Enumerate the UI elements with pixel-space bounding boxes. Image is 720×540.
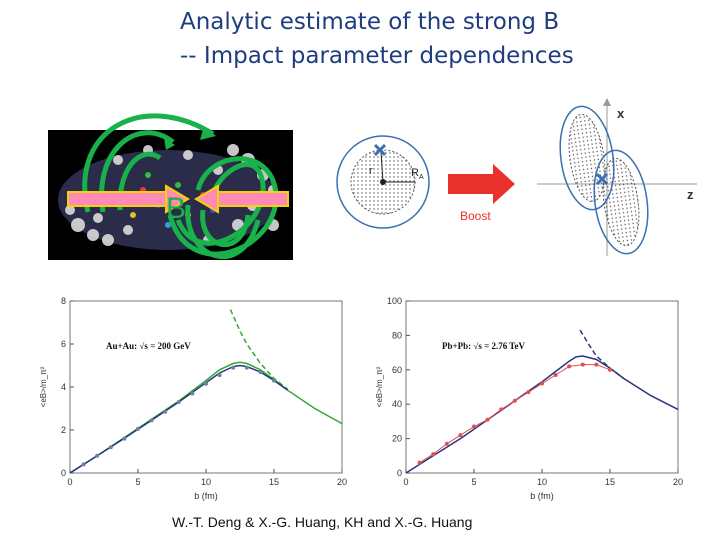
data-point <box>217 373 222 378</box>
observation-point-marker <box>373 143 387 157</box>
y-tick-label: 60 <box>392 365 402 375</box>
magnetic-field-lines <box>82 113 279 260</box>
data-point <box>258 369 263 374</box>
data-point <box>580 362 585 367</box>
y-tick-label: 20 <box>392 434 402 444</box>
x-tick-label: 15 <box>605 477 615 487</box>
data-point <box>81 462 86 467</box>
slide-title-line1: Analytic estimate of the strong B <box>180 9 560 35</box>
x-axis-label: b (fm) <box>530 491 554 501</box>
data-point <box>136 426 140 431</box>
field-lines-overlay: B <box>67 113 289 260</box>
data-point <box>244 365 249 370</box>
series-line-2 <box>419 364 611 464</box>
x-tick-label: 5 <box>135 477 140 487</box>
data-point <box>444 441 449 446</box>
data-point <box>567 364 572 369</box>
data-point <box>512 398 517 403</box>
data-point <box>95 453 100 458</box>
beam-arrow-left <box>67 184 190 214</box>
y-tick-label: 2 <box>61 425 66 435</box>
data-point <box>108 445 113 450</box>
data-point <box>231 365 236 370</box>
y-tick-label: 6 <box>61 339 66 349</box>
data-point <box>485 417 490 422</box>
slide-title-line2: -- Impact parameter dependences <box>180 43 574 69</box>
y-tick-label: 8 <box>61 296 66 306</box>
field-label: B <box>166 192 186 225</box>
point-marker <box>595 172 609 186</box>
data-point <box>149 418 154 423</box>
series-line-2 <box>69 364 289 474</box>
data-point <box>431 452 436 457</box>
series-line-0 <box>69 361 343 474</box>
x-tick-label: 20 <box>337 477 347 487</box>
beam-arrow-right <box>194 184 289 214</box>
legend-label: Pb+Pb: √s = 2.76 TeV <box>442 341 525 351</box>
credit-line: W.-T. Deng & X.-G. Huang, KH and X.-G. H… <box>172 514 473 530</box>
radius-label: r <box>369 165 373 177</box>
data-point <box>526 390 531 395</box>
data-point <box>272 378 276 383</box>
boost-label: Boost <box>460 209 491 223</box>
data-point <box>458 433 463 438</box>
x-tick-label: 20 <box>673 477 683 487</box>
data-point <box>204 381 208 386</box>
data-point <box>190 391 195 396</box>
x-tick-label: 0 <box>67 477 72 487</box>
y-tick-label: 4 <box>61 382 66 392</box>
chart-pb-pb: 0 5 10 15 20 0 20 40 60 80 100 b (fm) <eB>/m_π² Pb+Pb… <box>375 296 683 501</box>
data-point <box>472 424 476 429</box>
nucleus-transverse-view: r R A <box>336 135 430 229</box>
x-tick-label: 5 <box>471 477 476 487</box>
x-tick-label: 10 <box>537 477 547 487</box>
nucleus-radius-label: R <box>411 167 419 179</box>
y-tick-label: 80 <box>392 330 402 340</box>
series-line-1 <box>579 329 625 379</box>
nucleus-radius-subscript: A <box>419 174 424 181</box>
data-point <box>594 362 599 367</box>
axis-x-label: x <box>617 106 625 121</box>
data-point <box>417 460 422 465</box>
data-point <box>553 372 558 377</box>
x-axis-label: b (fm) <box>194 491 218 501</box>
y-axis-label: <eB>/m_π² <box>39 366 48 407</box>
y-tick-label: 40 <box>392 399 402 409</box>
y-tick-label: 0 <box>397 468 402 478</box>
contracted-nuclei <box>559 105 649 255</box>
data-point <box>176 400 181 405</box>
data-point <box>499 407 504 412</box>
y-tick-label: 0 <box>61 468 66 478</box>
x-tick-label: 10 <box>201 477 211 487</box>
legend-label: Au+Au: √s = 200 GeV <box>106 341 191 351</box>
data-point <box>540 381 544 386</box>
y-axis-label: <eB>/m_π² <box>375 366 384 407</box>
boost-schematic: r R A Boost x z <box>336 98 697 256</box>
boost-arrow: Boost <box>448 164 515 223</box>
data-point <box>122 436 127 441</box>
series-line-0 <box>405 355 679 474</box>
series-line-1 <box>229 309 289 390</box>
x-tick-label: 0 <box>403 477 408 487</box>
data-point <box>608 367 612 372</box>
axis-z-label: z <box>687 187 694 202</box>
y-tick-label: 100 <box>387 296 402 306</box>
data-point <box>163 409 168 414</box>
chart-au-au: 0 5 10 15 20 0 2 4 6 8 b (fm) <eB>/m_π² Au+Au: √s = … <box>39 296 347 501</box>
x-tick-label: 15 <box>269 477 279 487</box>
